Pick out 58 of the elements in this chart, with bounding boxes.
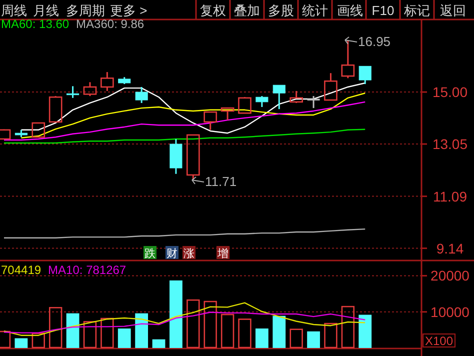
bar	[324, 322, 338, 348]
badge: 跌	[144, 246, 156, 260]
y-tick-label: 13.05	[432, 136, 468, 152]
text: 统计	[302, 3, 328, 18]
text: MA60: 13.60	[1, 17, 70, 31]
badge: 增	[216, 246, 230, 260]
text: 704419	[1, 263, 42, 277]
text: 画线	[337, 3, 363, 18]
y-tick-label: 10000	[430, 304, 470, 320]
line-series	[3, 302, 366, 336]
bar	[220, 314, 234, 348]
candlestick	[170, 138, 182, 175]
bar	[100, 318, 114, 348]
bar	[307, 331, 320, 348]
badge: 涨	[182, 246, 196, 260]
text: 多周期	[66, 3, 105, 18]
unit-box: X100	[422, 334, 456, 348]
bar	[48, 307, 62, 348]
text: 复权	[200, 3, 226, 18]
bar	[290, 328, 303, 348]
line-series	[3, 101, 366, 141]
bar	[135, 313, 148, 348]
bar	[358, 314, 372, 348]
text: F10	[372, 3, 394, 18]
text: 多股	[268, 3, 294, 18]
text: 返回	[440, 3, 466, 18]
bar	[118, 328, 131, 348]
annotation: 16.95	[358, 34, 391, 49]
bar	[204, 300, 217, 348]
bar	[14, 338, 28, 348]
line-series	[3, 312, 366, 334]
badge: 财	[166, 246, 178, 260]
line-series	[20, 92, 366, 138]
bar	[238, 318, 252, 348]
y-tick-label: 20000	[430, 268, 470, 284]
text: 叠加	[234, 3, 260, 18]
text: MA10: 781267	[48, 263, 126, 277]
text: MA360: 9.86	[76, 17, 144, 31]
candlestick	[256, 95, 268, 108]
y-tick-label: 9.14	[436, 240, 464, 256]
bar	[170, 280, 182, 348]
y-tick-label: 11.09	[433, 188, 468, 204]
bar	[66, 313, 80, 348]
bar	[83, 321, 97, 348]
bar	[255, 328, 268, 348]
annotation: 11.71	[205, 174, 237, 189]
line-series	[3, 128, 366, 144]
bar	[186, 299, 200, 348]
bar	[32, 332, 45, 348]
line-series	[3, 228, 366, 238]
bar	[152, 339, 166, 348]
y-tick-label: 15.00	[432, 84, 468, 100]
bar	[272, 316, 286, 348]
text: 月线	[33, 3, 59, 18]
text: 周线	[1, 3, 27, 18]
bar	[341, 306, 355, 348]
text: 更多 >	[110, 3, 148, 18]
text: 标记	[403, 3, 430, 18]
